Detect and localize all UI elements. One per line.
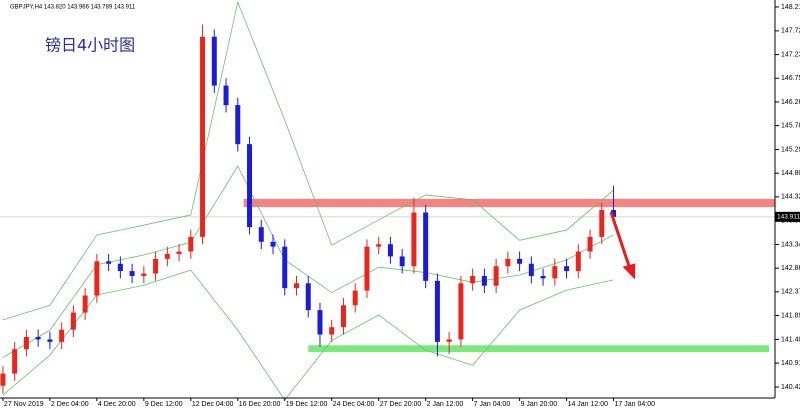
zone bbox=[308, 345, 770, 353]
chart-title: 镑日4小时图 bbox=[45, 36, 135, 55]
candle-body bbox=[599, 210, 605, 237]
candle-body bbox=[258, 227, 264, 242]
candle-body bbox=[247, 144, 253, 228]
x-tick-label: 4 Dec 20:00 bbox=[98, 401, 136, 408]
candle-body bbox=[223, 85, 229, 106]
x-tick-label: 27 Dec 20:00 bbox=[380, 401, 422, 408]
header: GBPJPY,H4 143.820 143.966 143.789 143.91… bbox=[10, 5, 136, 11]
candle-body bbox=[200, 36, 206, 237]
candle-body bbox=[282, 246, 288, 289]
candle-body bbox=[446, 339, 452, 342]
candle-body bbox=[235, 105, 241, 145]
candle-body bbox=[176, 251, 182, 254]
candle-body bbox=[611, 210, 617, 217]
y-tick-label: 145.290 bbox=[781, 146, 800, 153]
plot-area bbox=[0, 0, 776, 401]
y-tick-label: 148.210 bbox=[781, 4, 800, 11]
current-price-box bbox=[775, 211, 800, 222]
candle-body bbox=[47, 339, 53, 342]
candle-body bbox=[329, 327, 335, 335]
x-tick-label: 9 Dec 12:00 bbox=[145, 401, 183, 408]
x-tick-label: 16 Dec 20:00 bbox=[239, 401, 281, 408]
candle-body bbox=[305, 283, 311, 311]
x-tick-label: 7 Jan 04:00 bbox=[474, 401, 511, 408]
candle-body bbox=[364, 246, 370, 291]
y-tick-label: 140.425 bbox=[781, 384, 800, 391]
x-tick-label: 9 Jan 20:00 bbox=[521, 401, 558, 408]
arrow-head bbox=[622, 263, 636, 280]
y-tick-label: 146.750 bbox=[781, 75, 800, 82]
candle-body bbox=[153, 258, 159, 274]
candle-body bbox=[141, 273, 147, 276]
candle-body bbox=[12, 349, 18, 374]
y-tick-label: 144.805 bbox=[781, 170, 800, 177]
candle-body bbox=[106, 261, 112, 264]
y-tick-label: 140.915 bbox=[781, 360, 800, 367]
x-tick-label: 17 Jan 04:00 bbox=[615, 401, 656, 408]
y-tick-label: 143.345 bbox=[781, 241, 800, 248]
y-tick-label: 141.400 bbox=[781, 336, 800, 343]
candle-body bbox=[94, 261, 100, 296]
candle-body bbox=[528, 263, 534, 276]
candle-body bbox=[505, 258, 511, 267]
candle-body bbox=[481, 275, 487, 286]
y-tick-label: 146.265 bbox=[781, 99, 800, 106]
y-tick-label: 147.235 bbox=[781, 51, 800, 58]
y-tick-label: 144.320 bbox=[781, 194, 800, 201]
candle-body bbox=[411, 212, 417, 267]
candle-body bbox=[387, 244, 393, 257]
current-price-label: 143.911 bbox=[777, 214, 800, 221]
candle-body bbox=[129, 271, 135, 276]
x-tick-label: 12 Dec 04:00 bbox=[192, 401, 234, 408]
candle-body bbox=[70, 312, 76, 330]
candle-body bbox=[352, 290, 358, 306]
candle-body bbox=[575, 251, 581, 272]
candle-body bbox=[564, 266, 570, 272]
x-tick-label: 19 Dec 12:00 bbox=[286, 401, 328, 408]
candle-body bbox=[423, 212, 429, 281]
candle-body bbox=[0, 373, 6, 386]
candle-body bbox=[59, 329, 65, 342]
candle-body bbox=[317, 310, 323, 335]
candle-body bbox=[434, 280, 440, 342]
candle-body bbox=[517, 258, 523, 264]
x-tick-label: 2 Jan 12:00 bbox=[427, 401, 464, 408]
y-tick-label: 147.720 bbox=[781, 28, 800, 35]
bollinger-upper bbox=[2, 0, 614, 321]
candle-body bbox=[35, 336, 41, 340]
candle-body bbox=[117, 263, 123, 272]
y-tick-label: 145.780 bbox=[781, 122, 800, 129]
y-tick-label: 142.860 bbox=[781, 265, 800, 272]
candle-body bbox=[540, 275, 546, 279]
bollinger-lower bbox=[2, 269, 614, 401]
y-tick-label: 141.890 bbox=[781, 312, 800, 319]
arrow-shaft bbox=[609, 211, 631, 267]
candle-body bbox=[340, 305, 346, 328]
x-tick-label: 27 Nov 2019 bbox=[4, 401, 44, 408]
candle-body bbox=[493, 266, 499, 286]
arrow bbox=[609, 211, 636, 280]
x-tick-label: 14 Jan 12:00 bbox=[568, 401, 609, 408]
x-tick-label: 2 Dec 04:00 bbox=[51, 401, 89, 408]
candle-body bbox=[211, 36, 217, 86]
candle-body bbox=[376, 244, 382, 247]
candle-body bbox=[188, 236, 194, 252]
y-tick-label: 142.375 bbox=[781, 289, 800, 296]
candle-body bbox=[293, 283, 299, 289]
candle-body bbox=[458, 283, 464, 340]
candle-body bbox=[552, 266, 558, 279]
candle-body bbox=[164, 253, 170, 259]
candle-body bbox=[399, 256, 405, 267]
x-tick-label: 24 Dec 04:00 bbox=[333, 401, 375, 408]
candle-body bbox=[470, 275, 476, 284]
candle-body bbox=[82, 295, 88, 313]
zone bbox=[243, 198, 776, 208]
candle-body bbox=[587, 236, 593, 252]
candle-body bbox=[270, 241, 276, 247]
candle-body bbox=[23, 336, 29, 350]
